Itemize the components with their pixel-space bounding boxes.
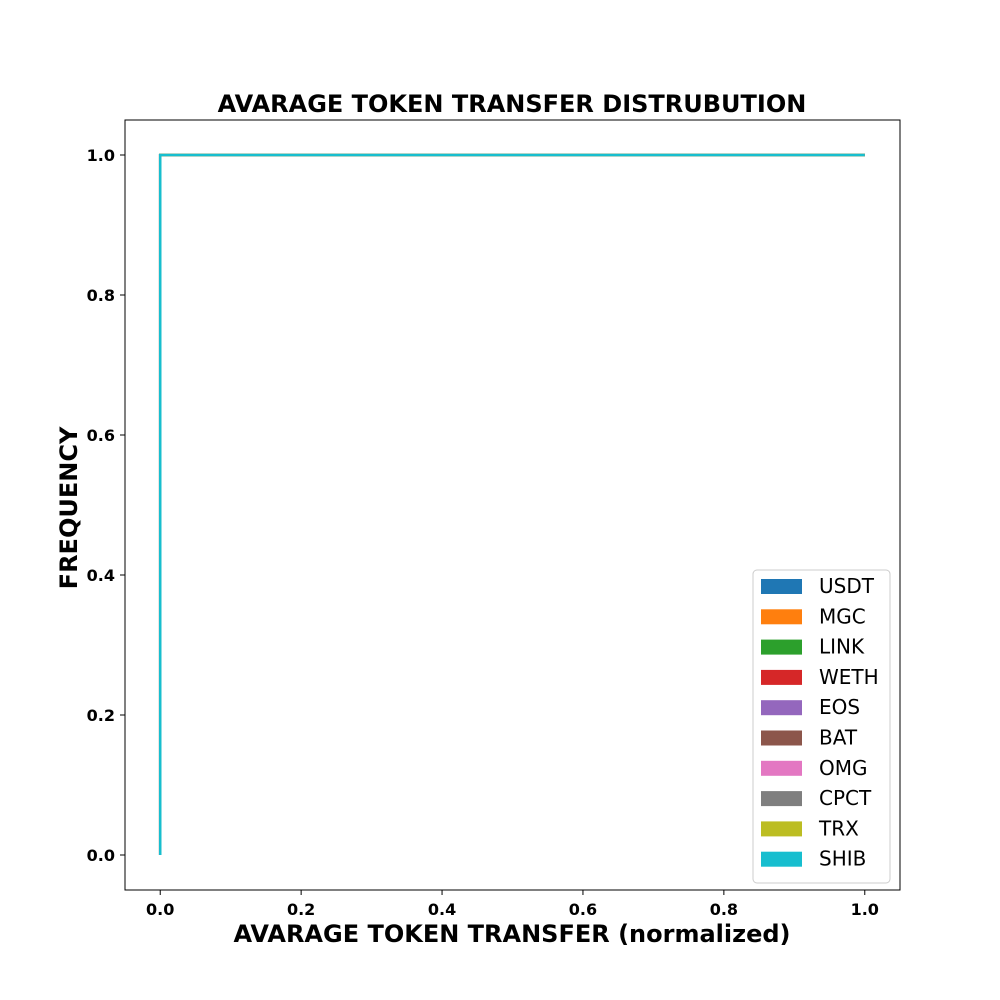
x-tick-label: 0.2 bbox=[287, 900, 315, 919]
y-tick-label: 0.2 bbox=[87, 706, 115, 725]
x-axis-label: AVARAGE TOKEN TRANSFER (normalized) bbox=[233, 920, 790, 948]
y-tick-label: 0.6 bbox=[87, 426, 115, 445]
y-tick-label: 0.8 bbox=[87, 286, 115, 305]
plot-lines bbox=[158, 153, 865, 855]
legend-label-usdt: USDT bbox=[819, 574, 875, 598]
legend-label-link: LINK bbox=[819, 635, 865, 659]
legend-label-weth: WETH bbox=[819, 665, 879, 689]
legend-label-cpct: CPCT bbox=[819, 786, 872, 810]
legend-swatch-link bbox=[761, 639, 802, 655]
x-tick-label: 0.4 bbox=[428, 900, 456, 919]
legend-swatch-trx bbox=[761, 821, 802, 837]
y-tick-label: 0.4 bbox=[87, 566, 115, 585]
chart-title: AVARAGE TOKEN TRANSFER DISTRUBUTION bbox=[218, 90, 807, 118]
legend-label-mgc: MGC bbox=[819, 604, 866, 628]
y-axis: 0.0 0.2 0.4 0.6 0.8 1.0 bbox=[87, 146, 125, 865]
legend-swatch-usdt bbox=[761, 579, 802, 594]
legend-swatch-weth bbox=[761, 669, 802, 685]
x-tick-label: 1.0 bbox=[851, 900, 879, 919]
legend-label-shib: SHIB bbox=[819, 847, 866, 871]
legend-swatch-cpct bbox=[761, 791, 802, 807]
legend-swatch-omg bbox=[761, 760, 802, 776]
x-axis: 0.0 0.2 0.4 0.6 0.8 1.0 bbox=[146, 890, 879, 919]
legend-swatch-shib bbox=[761, 851, 802, 867]
x-tick-label: 0.0 bbox=[146, 900, 174, 919]
legend-swatch-eos bbox=[761, 700, 802, 716]
x-tick-label: 0.8 bbox=[710, 900, 738, 919]
legend-label-trx: TRX bbox=[818, 816, 859, 840]
y-tick-label: 1.0 bbox=[87, 146, 115, 165]
legend-swatch-mgc bbox=[761, 609, 802, 625]
legend-label-eos: EOS bbox=[819, 695, 860, 719]
legend-label-bat: BAT bbox=[819, 726, 858, 750]
legend-label-omg: OMG bbox=[819, 756, 868, 780]
plot-frame bbox=[124, 119, 901, 891]
legend-swatch-bat bbox=[761, 730, 802, 746]
legend: USDT MGC LINK WETH EOS BAT OMG CPCT TRX SHIB bbox=[752, 569, 891, 884]
y-axis-label: FREQUENCY bbox=[55, 426, 83, 589]
x-tick-label: 0.6 bbox=[569, 900, 597, 919]
y-tick-label: 0.0 bbox=[87, 846, 115, 865]
series-line-shib bbox=[158, 153, 865, 855]
